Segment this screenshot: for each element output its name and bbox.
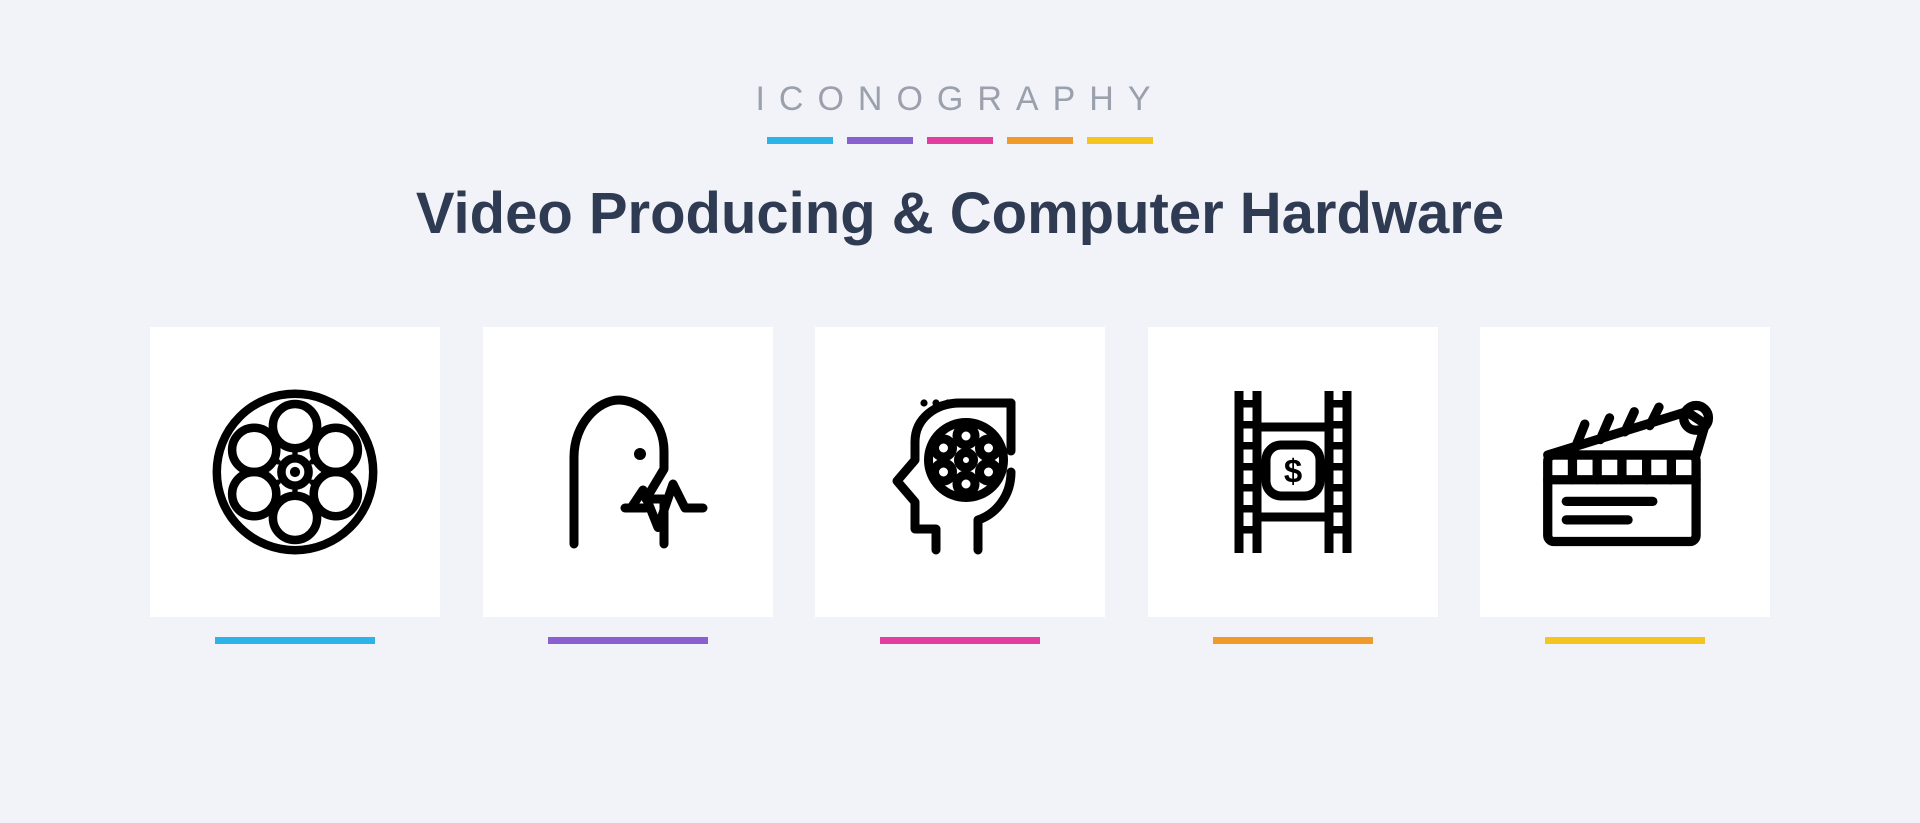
card-underline bbox=[548, 637, 708, 644]
svg-text:$: $ bbox=[1283, 453, 1301, 490]
card-underline bbox=[1213, 637, 1373, 644]
card-underline bbox=[880, 637, 1040, 644]
accent-swatch-5 bbox=[1087, 137, 1153, 144]
film-budget-icon: $ bbox=[1213, 382, 1373, 562]
icon-box bbox=[1480, 327, 1770, 617]
icon-box bbox=[815, 327, 1105, 617]
icon-box: $ bbox=[1148, 327, 1438, 617]
card-underline bbox=[1545, 637, 1705, 644]
icon-box bbox=[483, 327, 773, 617]
accent-swatch-3 bbox=[927, 137, 993, 144]
clapperboard-icon bbox=[1530, 387, 1720, 557]
card-underline bbox=[215, 637, 375, 644]
header-block: ICONOGRAPHY Video Producing & Computer H… bbox=[150, 80, 1770, 247]
film-reel-icon bbox=[210, 387, 380, 557]
icon-card-clapperboard bbox=[1480, 327, 1770, 644]
page-title: Video Producing & Computer Hardware bbox=[150, 180, 1770, 247]
accent-color-strip bbox=[150, 137, 1770, 144]
voice-actor-icon bbox=[538, 382, 718, 562]
icon-card-creative-mind bbox=[815, 327, 1105, 644]
icon-box bbox=[150, 327, 440, 617]
accent-swatch-4 bbox=[1007, 137, 1073, 144]
supertitle: ICONOGRAPHY bbox=[150, 80, 1770, 119]
icon-card-film-reel bbox=[150, 327, 440, 644]
icon-card-voice-actor bbox=[483, 327, 773, 644]
icon-row: $ bbox=[150, 327, 1770, 644]
accent-swatch-1 bbox=[767, 137, 833, 144]
creative-mind-icon bbox=[870, 382, 1050, 562]
iconography-card: ICONOGRAPHY Video Producing & Computer H… bbox=[0, 0, 1920, 823]
icon-card-film-budget: $ bbox=[1148, 327, 1438, 644]
accent-swatch-2 bbox=[847, 137, 913, 144]
